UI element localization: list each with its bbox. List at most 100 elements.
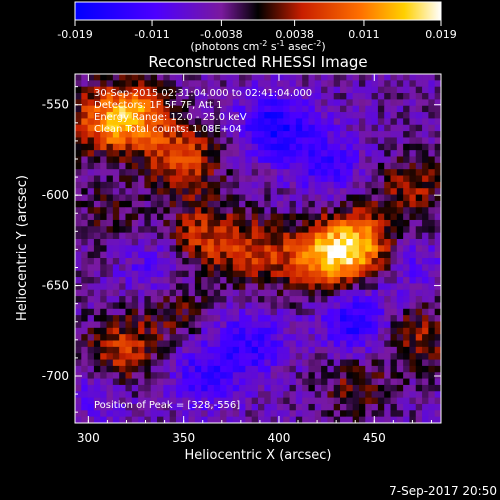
heatmap-pixel	[150, 353, 158, 360]
heatmap-pixel	[377, 93, 385, 100]
heatmap-pixel	[314, 410, 322, 418]
heatmap-pixel	[93, 74, 101, 81]
heatmap-pixel	[289, 283, 297, 291]
heatmap-pixel	[251, 150, 259, 157]
heatmap-pixel	[157, 416, 164, 424]
heatmap-pixel	[239, 353, 246, 360]
heatmap-pixel	[220, 213, 227, 221]
heatmap-pixel	[106, 238, 114, 246]
heatmap-pixel	[409, 384, 417, 392]
heatmap-pixel	[428, 137, 436, 145]
heatmap-pixel	[194, 93, 202, 100]
heatmap-pixel	[308, 181, 316, 189]
heatmap-pixel	[352, 283, 360, 291]
heatmap-pixel	[295, 194, 303, 202]
heatmap-pixel	[131, 359, 139, 367]
heatmap-pixel	[125, 245, 133, 253]
heatmap-pixel	[264, 226, 272, 234]
heatmap-pixel	[245, 372, 253, 379]
heatmap-pixel	[245, 251, 253, 259]
heatmap-pixel	[264, 365, 272, 373]
heatmap-pixel	[276, 99, 284, 107]
heatmap-pixel	[207, 365, 215, 373]
heatmap-pixel	[138, 321, 145, 329]
heatmap-pixel	[415, 270, 423, 278]
heatmap-pixel	[365, 207, 372, 214]
heatmap-pixel	[302, 175, 309, 183]
heatmap-pixel	[434, 346, 442, 354]
heatmap-pixel	[283, 112, 290, 119]
heatmap-pixel	[251, 181, 259, 189]
heatmap-pixel	[81, 175, 89, 183]
heatmap-pixel	[213, 315, 221, 322]
heatmap-pixel	[258, 219, 265, 227]
heatmap-pixel	[283, 289, 290, 297]
heatmap-pixel	[422, 245, 429, 253]
heatmap-pixel	[100, 80, 107, 88]
heatmap-pixel	[377, 226, 385, 234]
heatmap-pixel	[270, 169, 278, 176]
heatmap-pixel	[434, 207, 442, 214]
heatmap-pixel	[270, 150, 278, 157]
heatmap-pixel	[144, 283, 152, 291]
heatmap-pixel	[308, 175, 316, 183]
heatmap-pixel	[390, 410, 398, 418]
heatmap-pixel	[93, 340, 101, 348]
heatmap-pixel	[245, 213, 253, 221]
heatmap-pixel	[270, 200, 278, 208]
heatmap-pixel	[125, 226, 133, 234]
heatmap-pixel	[415, 207, 423, 214]
heatmap-pixel	[371, 245, 379, 253]
heatmap-pixel	[207, 124, 215, 132]
heatmap-pixel	[415, 245, 423, 253]
heatmap-pixel	[138, 283, 145, 291]
heatmap-pixel	[258, 194, 265, 202]
heatmap-pixel	[333, 194, 341, 202]
heatmap-pixel	[157, 86, 164, 94]
heatmap-pixel	[321, 384, 328, 392]
colorbar-tick-label: 0.0038	[275, 28, 314, 41]
heatmap-pixel	[377, 99, 385, 107]
heatmap-pixel	[302, 353, 309, 360]
heatmap-pixel	[295, 80, 303, 88]
heatmap-pixel	[358, 80, 366, 88]
heatmap-pixel	[333, 277, 341, 284]
heatmap-pixel	[327, 188, 335, 195]
heatmap-pixel	[258, 175, 265, 183]
heatmap-pixel	[232, 245, 240, 253]
heatmap-pixel	[93, 277, 101, 284]
heatmap-pixel	[371, 365, 379, 373]
heatmap-pixel	[302, 156, 309, 164]
heatmap-pixel	[220, 232, 227, 240]
heatmap-pixel	[175, 124, 183, 132]
heatmap-pixel	[308, 264, 316, 272]
heatmap-pixel	[308, 112, 316, 119]
heatmap-pixel	[201, 150, 208, 157]
heatmap-pixel	[384, 99, 391, 107]
heatmap-pixel	[251, 359, 259, 367]
heatmap-pixel	[226, 175, 234, 183]
heatmap-pixel	[302, 181, 309, 189]
heatmap-pixel	[188, 156, 196, 164]
heatmap-pixel	[384, 175, 391, 183]
heatmap-pixel	[371, 150, 379, 157]
heatmap-pixel	[175, 397, 183, 405]
heatmap-pixel	[220, 270, 227, 278]
heatmap-pixel	[207, 150, 215, 157]
heatmap-pixel	[251, 302, 259, 310]
heatmap-pixel	[232, 410, 240, 418]
heatmap-pixel	[106, 124, 114, 132]
heatmap-pixel	[346, 372, 354, 379]
heatmap-pixel	[119, 327, 126, 335]
heatmap-pixel	[289, 131, 297, 138]
heatmap-pixel	[175, 353, 183, 360]
heatmap-pixel	[144, 175, 152, 183]
heatmap-pixel	[333, 143, 341, 151]
heatmap-pixel	[150, 283, 158, 291]
heatmap-pixel	[365, 213, 372, 221]
heatmap-pixel	[295, 296, 303, 303]
heatmap-pixel	[182, 86, 189, 94]
heatmap-pixel	[346, 137, 354, 145]
heatmap-pixel	[194, 238, 202, 246]
heatmap-pixel	[422, 327, 429, 335]
